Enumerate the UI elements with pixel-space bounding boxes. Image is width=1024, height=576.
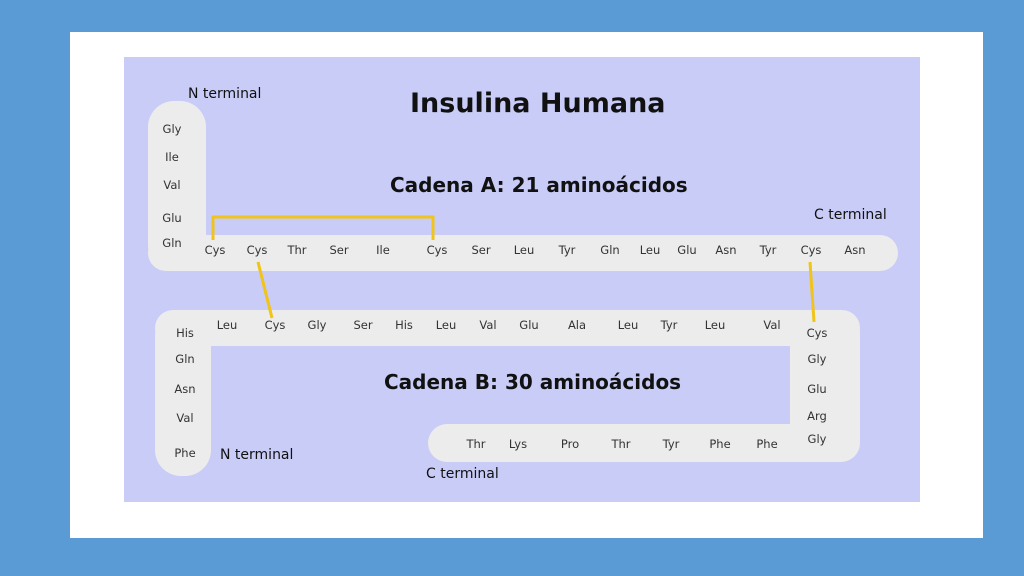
chain-b-bottom-residue-3: Pro <box>560 437 580 451</box>
chain-b-c-terminal-label: C terminal <box>426 466 499 482</box>
chain-a-residue-15: Cys <box>800 243 822 257</box>
chain-a-vertical-residue-1: Gly <box>162 122 182 136</box>
chain-a-residue-5: Ile <box>376 243 390 257</box>
chain-a-residue-14: Tyr <box>759 243 777 257</box>
chain-b-left-residue-4: Val <box>176 411 194 425</box>
chain-a-residue-11: Leu <box>639 243 661 257</box>
chain-a-residue-7: Ser <box>471 243 491 257</box>
chain-b-top-residue-5: His <box>395 318 413 332</box>
chain-b-right-residue-1: Cys <box>806 326 828 340</box>
chain-a-vertical-band <box>148 101 206 271</box>
chain-b-top-residue-11: Tyr <box>660 318 678 332</box>
disulfide-bond-intra-a <box>211 215 435 240</box>
chain-b-bottom-residue-1: Thr <box>466 437 486 451</box>
chain-b-left-residue-3: Asn <box>174 382 196 396</box>
chain-b-top-residue-10: Leu <box>617 318 639 332</box>
chain-b-right-residue-5: Gly <box>807 432 827 446</box>
chain-a-residue-13: Asn <box>715 243 737 257</box>
chain-a-label: Cadena A: 21 aminoácidos <box>390 173 688 197</box>
chain-b-top-residue-2: Cys <box>264 318 286 332</box>
chain-a-residue-1: Cys <box>204 243 226 257</box>
chain-a-residue-4: Ser <box>329 243 349 257</box>
chain-a-residue-2: Cys <box>246 243 268 257</box>
chain-a-residue-3: Thr <box>287 243 307 257</box>
chain-b-top-residue-3: Gly <box>307 318 327 332</box>
chain-a-horizontal-band <box>148 235 898 271</box>
chain-a-residue-12: Glu <box>677 243 697 257</box>
chain-b-bottom-residue-6: Phe <box>709 437 731 451</box>
chain-b-top-residue-8: Glu <box>519 318 539 332</box>
chain-b-bottom-residue-5: Tyr <box>662 437 680 451</box>
chain-a-vertical-residue-2: Ile <box>165 150 179 164</box>
chain-b-bottom-band <box>428 424 860 462</box>
chain-a-vertical-residue-5: Gln <box>162 236 182 250</box>
chain-a-vertical-residue-3: Val <box>163 178 181 192</box>
chain-b-left-residue-1: His <box>176 326 194 340</box>
chain-b-label: Cadena B: 30 aminoácidos <box>384 370 682 394</box>
chain-b-top-residue-12: Leu <box>704 318 726 332</box>
chain-b-bottom-residue-2: Lys <box>508 437 528 451</box>
chain-b-left-residue-5: Phe <box>174 446 196 460</box>
chain-b-left-band <box>155 310 211 476</box>
chain-b-top-residue-7: Val <box>479 318 497 332</box>
chain-b-right-residue-2: Gly <box>807 352 827 366</box>
chain-a-residue-16: Asn <box>844 243 866 257</box>
chain-b-left-residue-2: Gln <box>175 352 195 366</box>
chain-a-vertical-residue-4: Glu <box>162 211 182 225</box>
chain-a-c-terminal-label: C terminal <box>814 207 887 223</box>
chain-b-top-residue-4: Ser <box>353 318 373 332</box>
diagram-title: Insulina Humana <box>410 88 666 119</box>
chain-b-right-residue-4: Arg <box>807 409 827 423</box>
chain-b-top-residue-6: Leu <box>435 318 457 332</box>
chain-a-residue-6: Cys <box>426 243 448 257</box>
chain-b-n-terminal-label: N terminal <box>220 447 294 463</box>
chain-b-top-residue-1: Leu <box>216 318 238 332</box>
chain-b-top-residue-9: Ala <box>567 318 587 332</box>
chain-a-residue-9: Tyr <box>558 243 576 257</box>
chain-b-top-residue-13: Val <box>763 318 781 332</box>
chain-b-bottom-residue-7: Phe <box>756 437 778 451</box>
chain-b-right-residue-3: Glu <box>807 382 827 396</box>
chain-a-n-terminal-label: N terminal <box>188 86 262 102</box>
disulfide-bond-a7-b7 <box>256 261 274 319</box>
disulfide-bond-a20-b19 <box>808 261 816 323</box>
chain-b-top-band <box>155 310 860 346</box>
chain-a-residue-10: Gln <box>600 243 620 257</box>
chain-a-residue-8: Leu <box>513 243 535 257</box>
chain-b-bottom-residue-4: Thr <box>611 437 631 451</box>
